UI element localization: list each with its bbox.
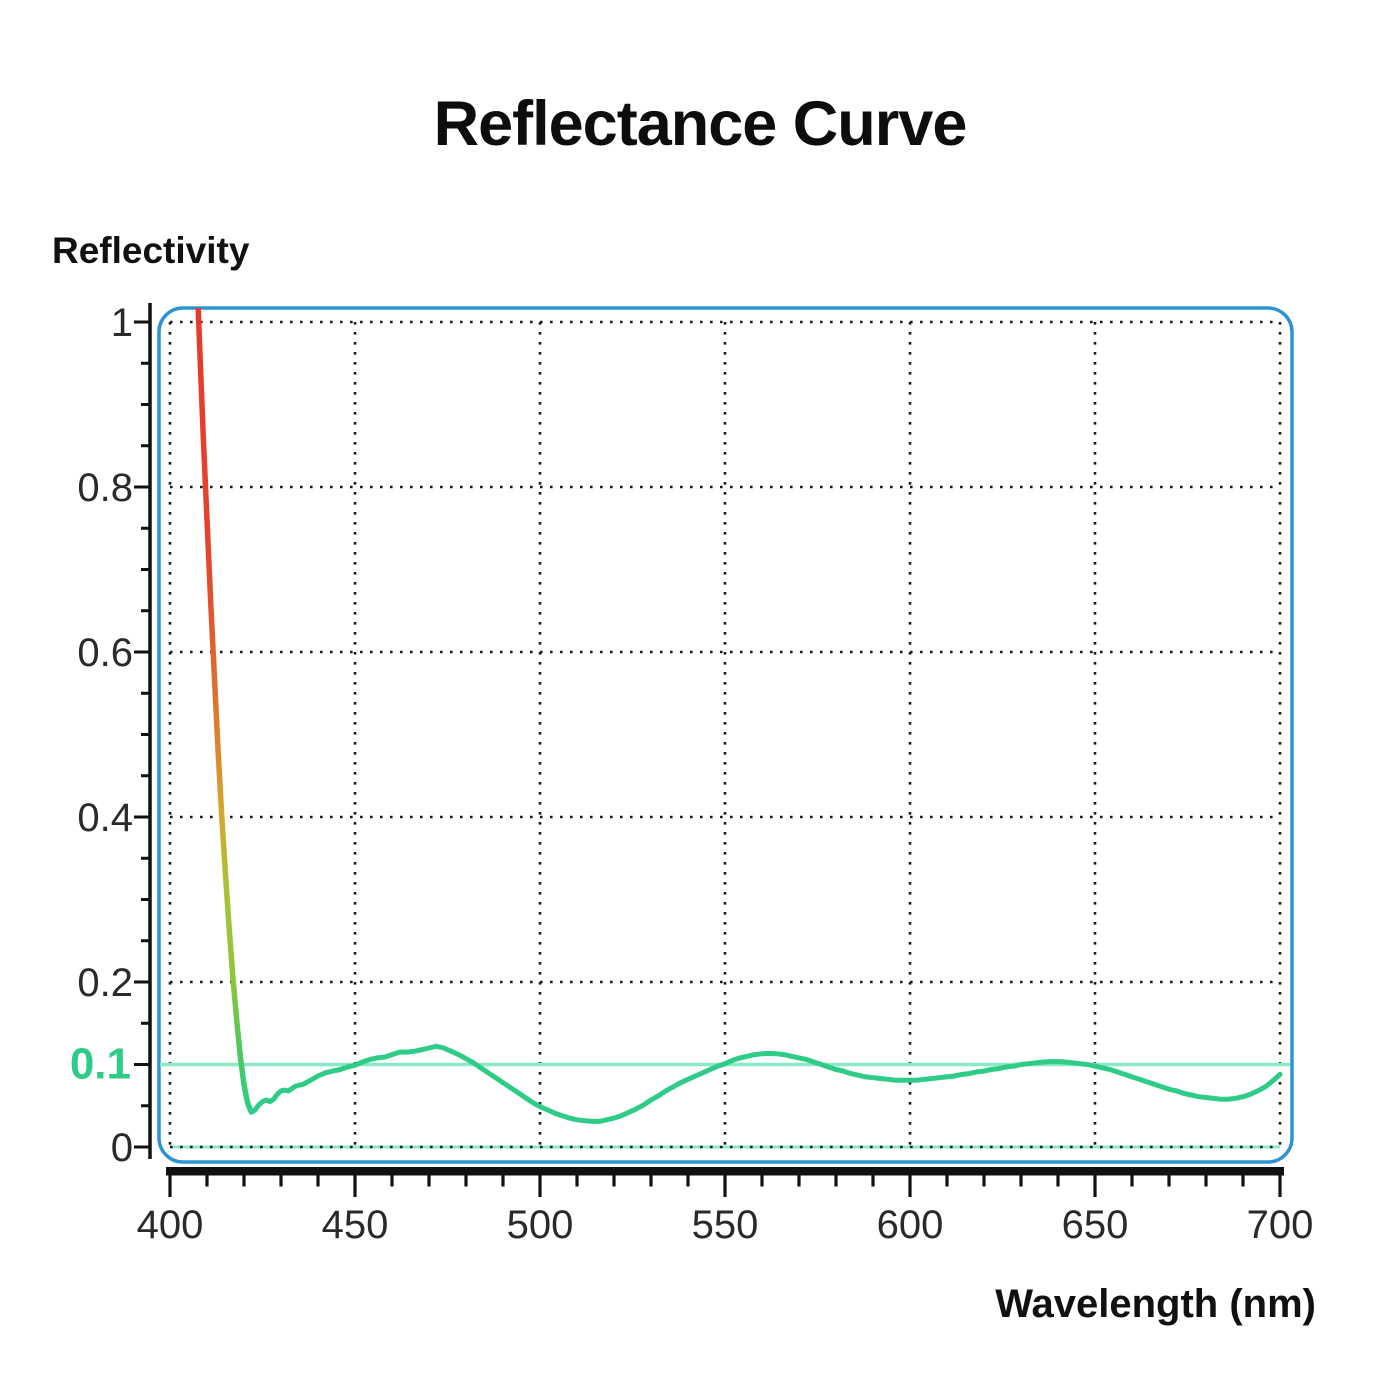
x-axis-line [166, 1167, 1284, 1176]
x-tick-label: 600 [877, 1203, 944, 1247]
reflectance-curve [248, 1043, 1283, 1124]
reflectance-curve-descent [195, 308, 254, 1114]
x-tick-label: 650 [1062, 1203, 1129, 1247]
plot-border [157, 306, 1294, 1164]
chart-title: Reflectance Curve [433, 89, 968, 159]
x-tick-label: 450 [322, 1203, 389, 1247]
y-tick-label: 0.6 [77, 631, 133, 675]
x-tick-label: 550 [692, 1203, 759, 1247]
x-axis-title: Wavelength (nm) [995, 1282, 1316, 1326]
y-tick-label: 0.2 [77, 961, 133, 1005]
y-tick-label: 0.8 [77, 466, 133, 510]
y-tick-label: 0.4 [77, 796, 133, 840]
x-tick-label: 700 [1247, 1203, 1314, 1247]
threshold-tick-label: 0.1 [70, 1040, 131, 1089]
curve-group [195, 308, 1283, 1124]
y-axis-title: Reflectivity [52, 230, 250, 271]
y-tick-label: 1 [111, 301, 133, 345]
x-tick-label: 500 [507, 1203, 574, 1247]
x-tick-label: 400 [137, 1203, 204, 1247]
y-tick-label: 0 [111, 1126, 133, 1170]
